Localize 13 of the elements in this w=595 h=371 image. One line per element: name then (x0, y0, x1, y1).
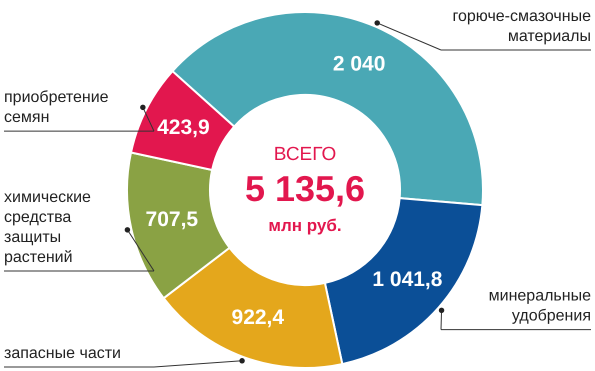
data-label: 707,5 (146, 208, 198, 231)
slice-label: приобретение семян (4, 89, 109, 126)
text: ВСЕГО (274, 144, 336, 165)
slice-label: запасные части (4, 345, 121, 362)
slice-label: горюче-смазочные материалы (452, 8, 592, 45)
data-label: 2 040 (332, 52, 386, 76)
data-label: 1 041,8 (372, 268, 443, 292)
slice-label: химические средства защиты растений (4, 188, 92, 266)
text: млн руб. (268, 216, 342, 235)
data-label: 423,9 (157, 116, 210, 139)
slice-label: минеральные удобрения (488, 288, 592, 325)
text: 5 135,6 (244, 168, 366, 209)
data-label: 922,4 (232, 306, 284, 330)
